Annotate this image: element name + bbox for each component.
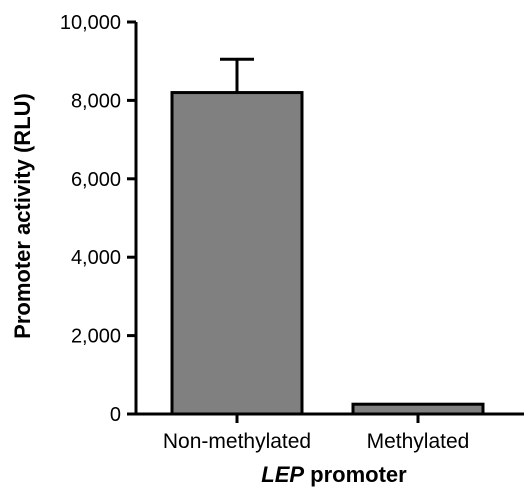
y-tick-label: 2,000: [71, 326, 121, 348]
y-tick-label: 0: [110, 404, 121, 426]
y-axis-title: Promoter activity (RLU): [10, 93, 35, 339]
bar: [170, 91, 304, 416]
y-tick-label: 8,000: [71, 90, 121, 112]
x-axis-title-rest: promoter: [304, 462, 407, 487]
x-axis-title: LEP promoter: [261, 462, 407, 487]
x-tick-label: Methylated: [367, 430, 470, 453]
y-tick-label: 10,000: [60, 12, 121, 34]
x-axis: Non-methylated Methylated: [136, 412, 524, 453]
x-axis-title-italic: LEP: [261, 462, 304, 487]
y-tick-label: 6,000: [71, 169, 121, 191]
bars: [170, 57, 485, 416]
y-tick-label: 4,000: [71, 247, 121, 269]
x-tick-label: Non-methylated: [163, 430, 311, 453]
y-axis: 0 2,000 4,000 6,000 8,000 10,000: [60, 12, 138, 426]
